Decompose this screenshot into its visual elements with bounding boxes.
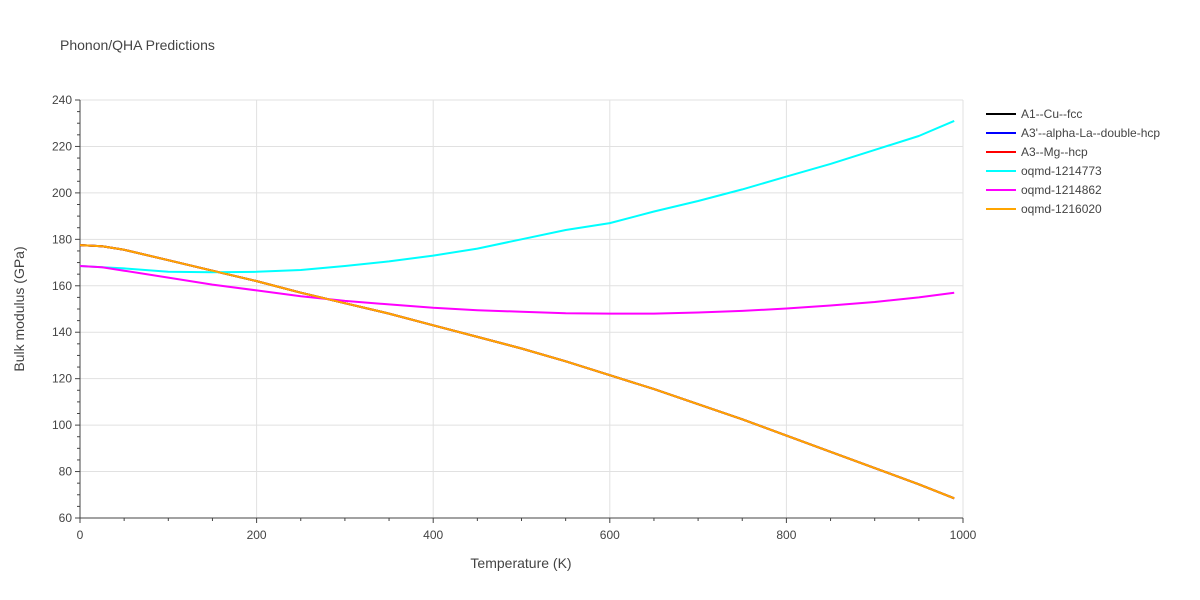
series-line-oqmd-1214773 (79, 119, 955, 274)
x-tick-label: 800 (776, 528, 796, 542)
y-tick-label: 240 (52, 93, 72, 107)
legend-label: A3--Mg--hcp (1021, 145, 1088, 159)
x-axis-title: Temperature (K) (470, 555, 571, 571)
y-tick-label: 160 (52, 279, 72, 293)
legend-item[interactable]: oqmd-1214862 (986, 183, 1102, 197)
legend-label: oqmd-1214862 (1021, 183, 1102, 197)
axes: 60 80 100 120 140 160 180 200 220 240 0 200 400 600 80… (52, 93, 977, 542)
y-tick-label: 120 (52, 372, 72, 386)
legend[interactable]: A1--Cu--fcc A3'--alpha-La--double-hcp A3--… (986, 107, 1160, 216)
chart-title: Phonon/QHA Predictions (60, 37, 215, 53)
legend-item[interactable]: oqmd-1214773 (986, 164, 1102, 178)
y-tick-label: 200 (52, 186, 72, 200)
grid (80, 99, 964, 519)
legend-label: oqmd-1216020 (1021, 202, 1102, 216)
x-tick-label: 200 (247, 528, 267, 542)
series-lines (79, 119, 955, 500)
legend-item[interactable]: oqmd-1216020 (986, 202, 1102, 216)
x-tick-label: 400 (423, 528, 443, 542)
x-tick-label: 600 (600, 528, 620, 542)
y-axis-title: Bulk modulus (GPa) (11, 246, 27, 371)
legend-item[interactable]: A1--Cu--fcc (986, 107, 1082, 121)
y-tick-label: 180 (52, 232, 72, 246)
x-tick-label: 0 (77, 528, 84, 542)
x-tick-label: 1000 (950, 528, 977, 542)
legend-label: A3'--alpha-La--double-hcp (1021, 126, 1160, 140)
legend-item[interactable]: A3'--alpha-La--double-hcp (986, 126, 1160, 140)
series-line-oqmd-1214862 (79, 265, 955, 315)
y-tick-label: 220 (52, 139, 72, 153)
series-line-a3-mg-hcp (79, 244, 955, 500)
series-line-oqmd-1216020 (79, 244, 955, 500)
series-line-a3-alpha-la-double-hcp (79, 244, 955, 500)
y-tick-label: 60 (59, 511, 73, 525)
y-tick-label: 80 (59, 465, 73, 479)
legend-item[interactable]: A3--Mg--hcp (986, 145, 1088, 159)
legend-label: A1--Cu--fcc (1021, 107, 1082, 121)
series-line-a1-cu-fcc (79, 244, 955, 500)
legend-label: oqmd-1214773 (1021, 164, 1102, 178)
y-tick-label: 100 (52, 418, 72, 432)
y-tick-label: 140 (52, 325, 72, 339)
